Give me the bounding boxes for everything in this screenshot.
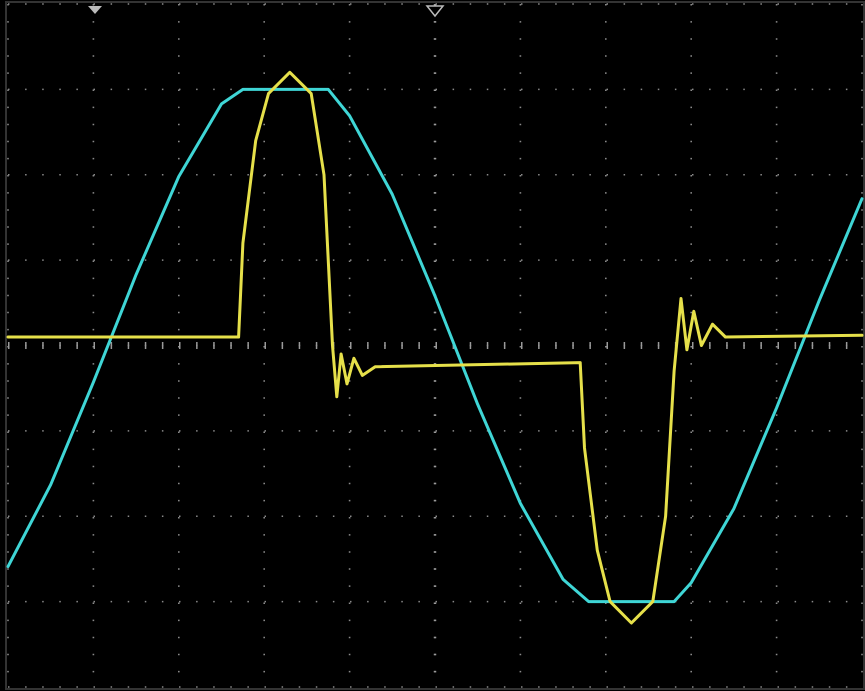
scope-screen xyxy=(0,0,865,691)
page: {"chart_data": {"type": "line", "grid": … xyxy=(0,0,865,691)
screen-background xyxy=(0,0,865,691)
